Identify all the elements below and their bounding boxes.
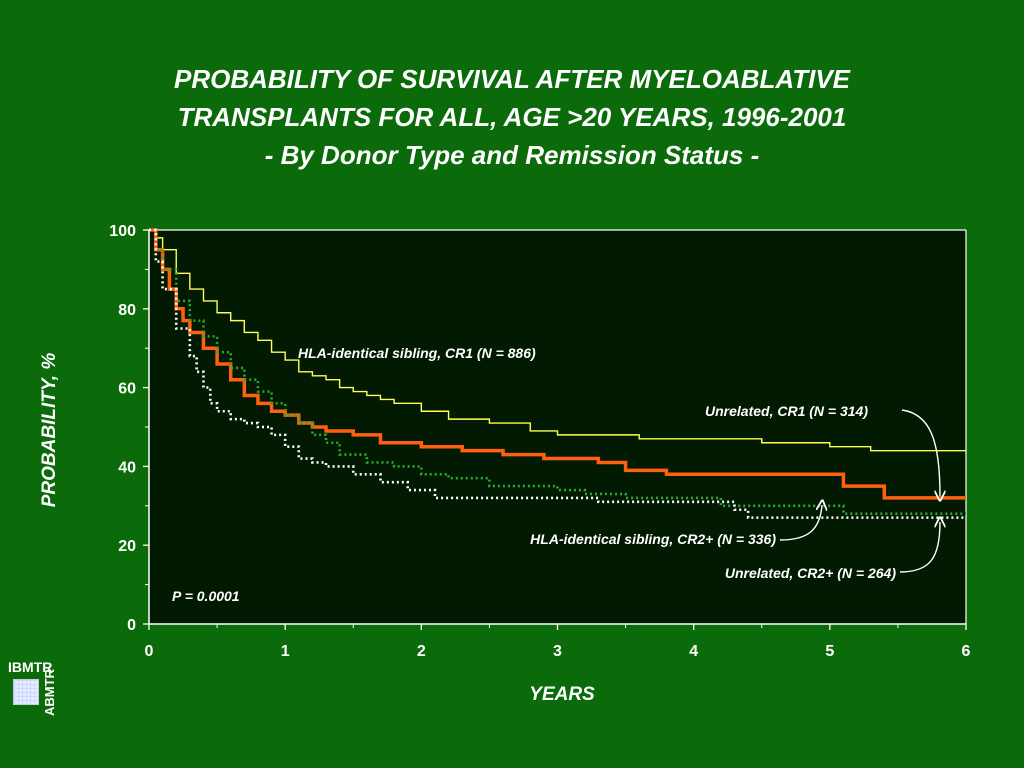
title-line-1: PROBABILITY OF SURVIVAL AFTER MYELOABLAT… — [173, 64, 851, 94]
arrow-unrelated-cr2 — [899, 522, 940, 573]
y-tick-label: 80 — [118, 302, 136, 319]
arrow-sibling-cr2 — [779, 505, 822, 541]
x-tick-label: 5 — [825, 643, 834, 660]
x-tick-label: 2 — [417, 643, 426, 660]
title-line-2: TRANSPLANTS FOR ALL, AGE >20 YEARS, 1996… — [177, 102, 847, 132]
y-tick-label: 40 — [118, 459, 136, 476]
label-unrelated-cr1: Unrelated, CR1 (N = 314) — [705, 403, 868, 419]
ibmtr-abmtr-logo: IBMTR ABMTR — [8, 652, 70, 718]
y-tick-label: 0 — [127, 617, 136, 634]
x-axis-label: YEARS — [529, 684, 595, 705]
x-tick-label: 4 — [689, 643, 698, 660]
x-tick-label: 0 — [145, 643, 154, 660]
series-layer — [149, 228, 966, 519]
x-tick-label: 1 — [281, 643, 290, 660]
plot-area — [149, 230, 966, 624]
y-axis-label: PROBABILITY, % — [39, 353, 60, 508]
y-tick-label: 20 — [118, 538, 136, 555]
x-tick-label: 6 — [962, 643, 971, 660]
label-sibling-cr1: HLA-identical sibling, CR1 (N = 886) — [298, 345, 536, 361]
chart-title: PROBABILITY OF SURVIVAL AFTER MYELOABLAT… — [0, 60, 1024, 174]
p-value-annotation: P = 0.0001 — [172, 588, 240, 604]
title-line-3: - By Donor Type and Remission Status - — [264, 140, 760, 170]
y-tick-label: 100 — [109, 223, 136, 240]
series-line-sib-cr2 — [149, 228, 966, 515]
label-unrelated-cr2: Unrelated, CR2+ (N = 264) — [725, 565, 897, 581]
label-sibling-cr2: HLA-identical sibling, CR2+ (N = 336) — [530, 531, 776, 547]
series-line-sib-cr1 — [149, 229, 966, 452]
logo-ibmtr-text: IBMTR — [8, 659, 53, 675]
axes: 0 20 40 60 80 100 0 1 2 3 4 5 6 — [109, 223, 970, 660]
y-tick-label: 60 — [118, 381, 136, 398]
logo-abmtr-text: ABMTR — [42, 669, 57, 716]
arrow-unrelated-cr1 — [901, 409, 940, 496]
x-tick-label: 3 — [553, 643, 562, 660]
logo-grid-icon — [13, 679, 39, 705]
